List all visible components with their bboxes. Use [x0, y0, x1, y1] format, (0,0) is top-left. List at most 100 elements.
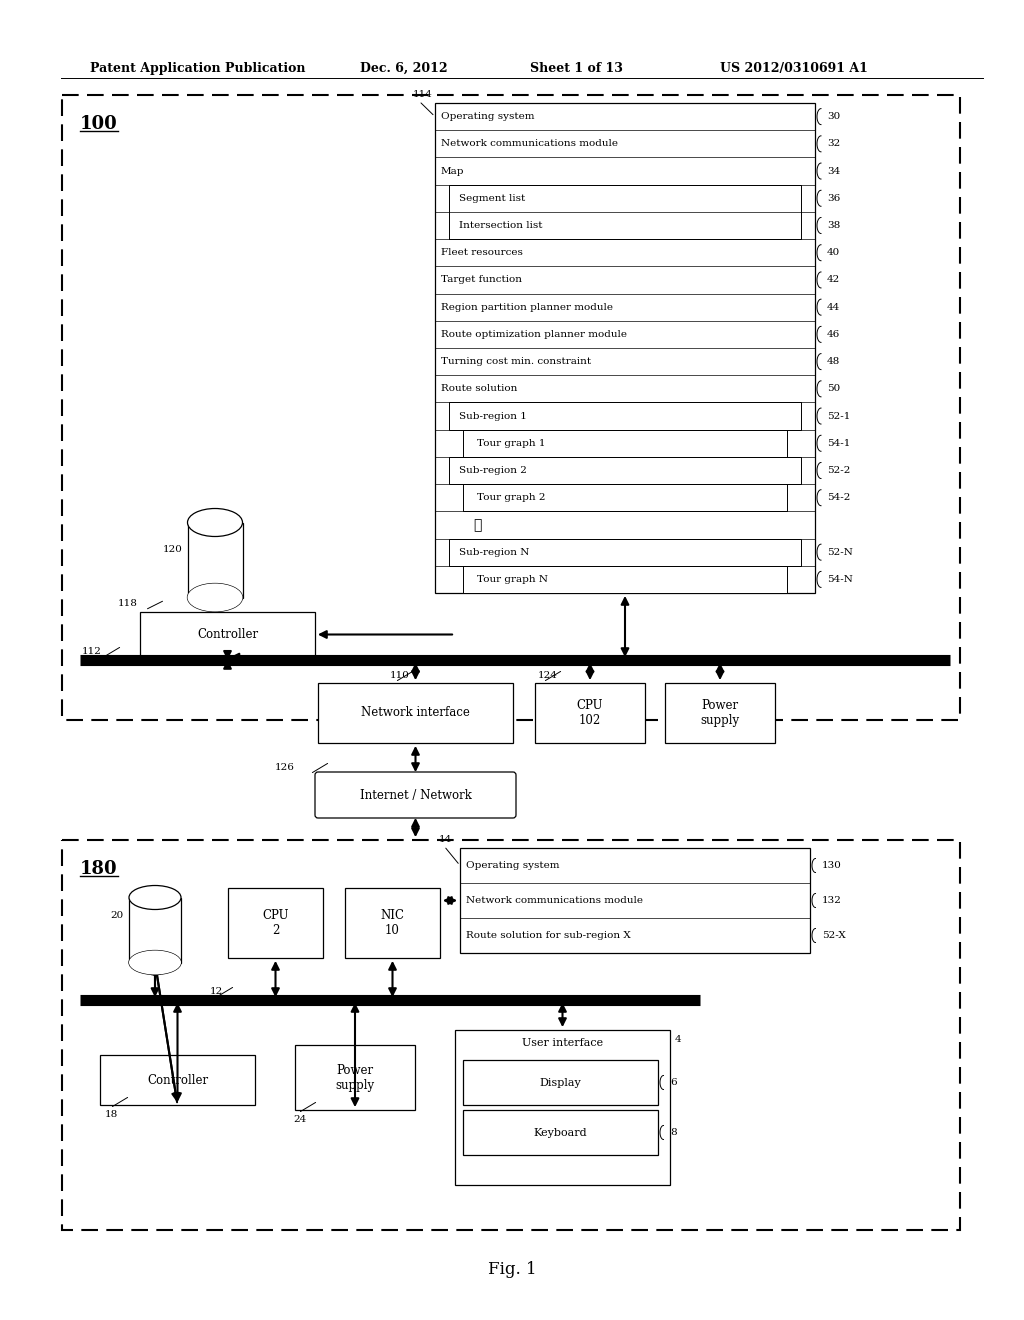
Text: 20: 20: [111, 911, 124, 920]
Text: 54-1: 54-1: [827, 438, 850, 447]
FancyBboxPatch shape: [100, 1055, 255, 1105]
Text: 6: 6: [670, 1078, 677, 1086]
Text: 110: 110: [390, 671, 410, 680]
FancyBboxPatch shape: [315, 772, 516, 818]
FancyBboxPatch shape: [129, 898, 181, 962]
Ellipse shape: [129, 950, 181, 974]
Text: 12: 12: [210, 987, 223, 997]
FancyBboxPatch shape: [228, 888, 323, 958]
Text: Fleet resources: Fleet resources: [441, 248, 523, 257]
Text: Map: Map: [441, 166, 465, 176]
Text: 42: 42: [827, 276, 841, 284]
Text: 112: 112: [82, 647, 101, 656]
Ellipse shape: [129, 886, 181, 909]
FancyBboxPatch shape: [345, 888, 440, 958]
Text: 100: 100: [80, 115, 118, 133]
FancyBboxPatch shape: [318, 682, 513, 743]
Text: 18: 18: [105, 1110, 118, 1119]
Text: 52-X: 52-X: [822, 931, 846, 940]
FancyBboxPatch shape: [455, 1030, 670, 1185]
Text: 24: 24: [293, 1115, 306, 1125]
Text: 34: 34: [827, 166, 841, 176]
Ellipse shape: [187, 508, 243, 536]
Text: Tour graph 1: Tour graph 1: [477, 438, 546, 447]
FancyBboxPatch shape: [463, 1060, 658, 1105]
FancyBboxPatch shape: [449, 403, 801, 430]
Text: Fig. 1: Fig. 1: [487, 1262, 537, 1279]
Text: Keyboard: Keyboard: [534, 1127, 588, 1138]
Text: 52-N: 52-N: [827, 548, 853, 557]
Text: ⋮: ⋮: [473, 517, 481, 532]
Text: Region partition planner module: Region partition planner module: [441, 302, 613, 312]
Text: Controller: Controller: [197, 628, 258, 642]
Text: Tour graph 2: Tour graph 2: [477, 494, 546, 502]
Text: Segment list: Segment list: [459, 194, 525, 203]
FancyBboxPatch shape: [463, 566, 787, 593]
Text: 40: 40: [827, 248, 841, 257]
FancyBboxPatch shape: [463, 1110, 658, 1155]
Text: User interface: User interface: [522, 1038, 603, 1048]
Text: 46: 46: [827, 330, 841, 339]
Text: Network communications module: Network communications module: [441, 140, 618, 148]
Text: Turning cost min. constraint: Turning cost min. constraint: [441, 358, 591, 366]
Text: 38: 38: [827, 220, 841, 230]
Ellipse shape: [129, 950, 181, 974]
Text: Network communications module: Network communications module: [466, 896, 643, 906]
FancyBboxPatch shape: [140, 612, 315, 657]
Text: 126: 126: [275, 763, 295, 772]
FancyBboxPatch shape: [449, 185, 801, 239]
Text: Sub-region N: Sub-region N: [459, 548, 529, 557]
Text: Internet / Network: Internet / Network: [359, 788, 471, 801]
Text: 124: 124: [538, 671, 558, 680]
Text: Route optimization planner module: Route optimization planner module: [441, 330, 627, 339]
Text: 14: 14: [438, 836, 452, 843]
Text: 130: 130: [822, 861, 842, 870]
Text: US 2012/0310691 A1: US 2012/0310691 A1: [720, 62, 868, 75]
Text: Dec. 6, 2012: Dec. 6, 2012: [360, 62, 447, 75]
Text: 52-2: 52-2: [827, 466, 850, 475]
Text: 54-2: 54-2: [827, 494, 850, 502]
Text: 52-1: 52-1: [827, 412, 850, 421]
FancyBboxPatch shape: [187, 523, 243, 598]
Text: 118: 118: [118, 599, 138, 609]
FancyBboxPatch shape: [435, 103, 815, 593]
Text: 54-N: 54-N: [827, 576, 853, 583]
Text: Controller: Controller: [146, 1073, 208, 1086]
Text: Power
supply: Power supply: [700, 700, 739, 727]
Text: Intersection list: Intersection list: [459, 220, 543, 230]
Text: 114: 114: [413, 90, 433, 99]
FancyBboxPatch shape: [449, 457, 801, 484]
Text: 30: 30: [827, 112, 841, 121]
Text: Display: Display: [540, 1077, 582, 1088]
FancyBboxPatch shape: [295, 1045, 415, 1110]
Text: 120: 120: [163, 545, 182, 554]
Text: 50: 50: [827, 384, 841, 393]
Text: NIC
10: NIC 10: [381, 909, 404, 937]
FancyBboxPatch shape: [460, 847, 810, 953]
Text: 36: 36: [827, 194, 841, 203]
Text: Target function: Target function: [441, 276, 522, 284]
Text: Sub-region 1: Sub-region 1: [459, 412, 527, 421]
FancyBboxPatch shape: [449, 539, 801, 566]
Text: 48: 48: [827, 358, 841, 366]
Text: Patent Application Publication: Patent Application Publication: [90, 62, 305, 75]
FancyBboxPatch shape: [463, 484, 787, 511]
FancyBboxPatch shape: [665, 682, 775, 743]
Text: CPU
102: CPU 102: [577, 700, 603, 727]
FancyBboxPatch shape: [463, 430, 787, 457]
Text: Route solution for sub-region X: Route solution for sub-region X: [466, 931, 631, 940]
Text: 8: 8: [670, 1129, 677, 1137]
Ellipse shape: [187, 583, 243, 611]
Text: 4: 4: [675, 1035, 682, 1044]
Text: Sub-region 2: Sub-region 2: [459, 466, 527, 475]
Text: Route solution: Route solution: [441, 384, 517, 393]
Text: 132: 132: [822, 896, 842, 906]
Text: 180: 180: [80, 861, 118, 878]
FancyBboxPatch shape: [535, 682, 645, 743]
Text: Tour graph N: Tour graph N: [477, 576, 548, 583]
Text: Network interface: Network interface: [361, 706, 470, 719]
Text: 32: 32: [827, 140, 841, 148]
Text: Power
supply: Power supply: [336, 1064, 375, 1092]
Text: Operating system: Operating system: [466, 861, 559, 870]
Text: Operating system: Operating system: [441, 112, 535, 121]
